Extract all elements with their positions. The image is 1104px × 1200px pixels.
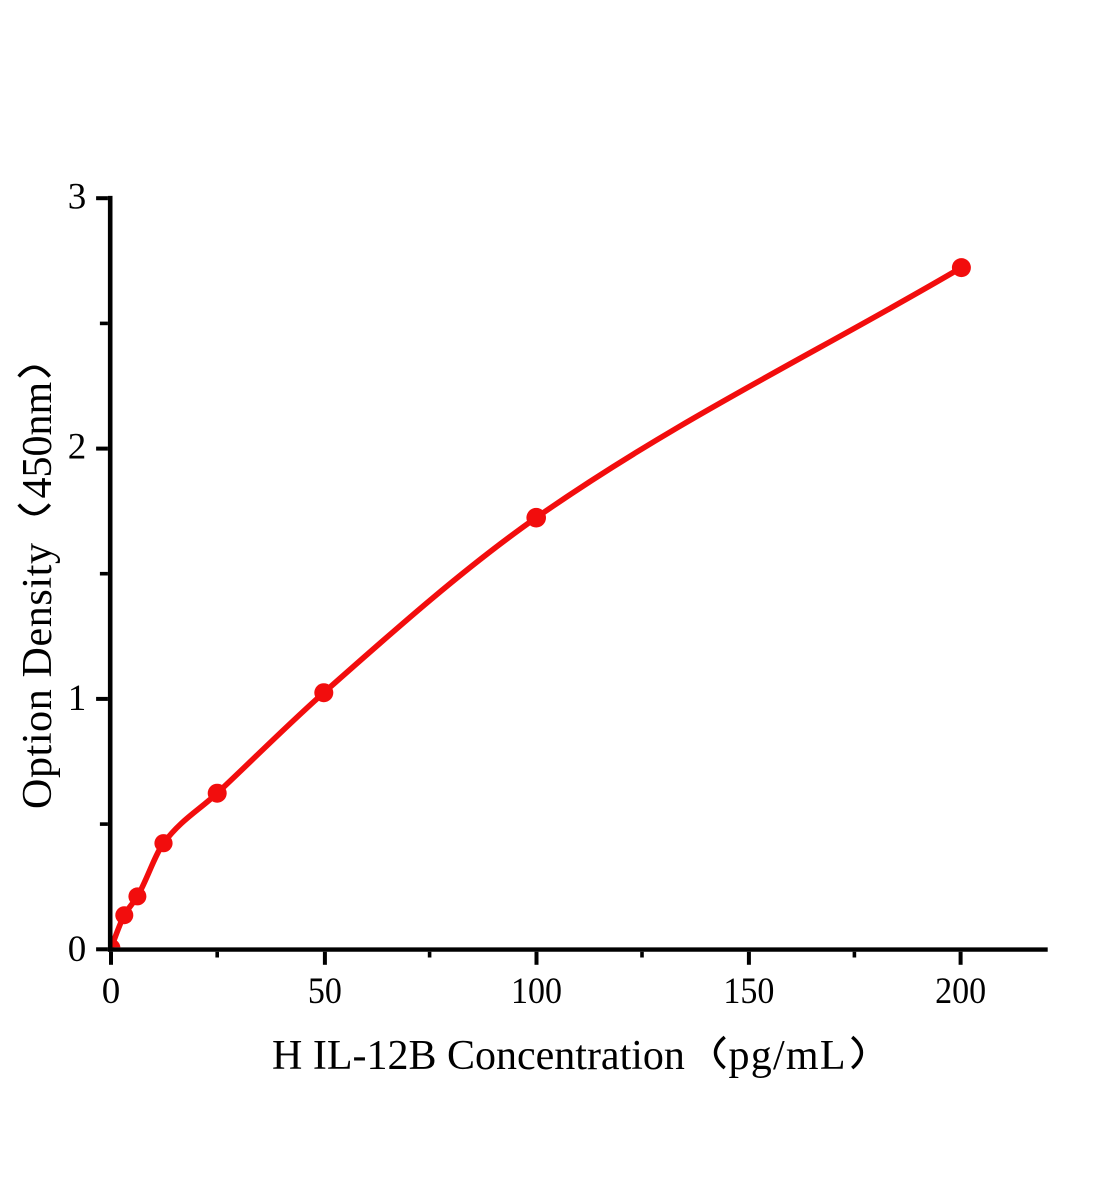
svg-text:200: 200 bbox=[935, 971, 986, 1012]
svg-text:3: 3 bbox=[68, 176, 87, 217]
svg-text:1: 1 bbox=[68, 678, 87, 719]
svg-text:100: 100 bbox=[511, 971, 562, 1012]
svg-text:50: 50 bbox=[308, 971, 342, 1012]
svg-text:H IL-12B Concentration: H IL-12B Concentration bbox=[272, 1033, 685, 1079]
svg-text:2: 2 bbox=[68, 427, 87, 468]
svg-text:0: 0 bbox=[68, 929, 87, 970]
svg-text:0: 0 bbox=[102, 971, 121, 1012]
svg-text:450nm: 450nm bbox=[15, 382, 61, 499]
svg-text:Option Density: Option Density bbox=[15, 543, 61, 809]
svg-text:pg/mL: pg/mL bbox=[729, 1033, 846, 1079]
svg-text:150: 150 bbox=[723, 971, 774, 1012]
